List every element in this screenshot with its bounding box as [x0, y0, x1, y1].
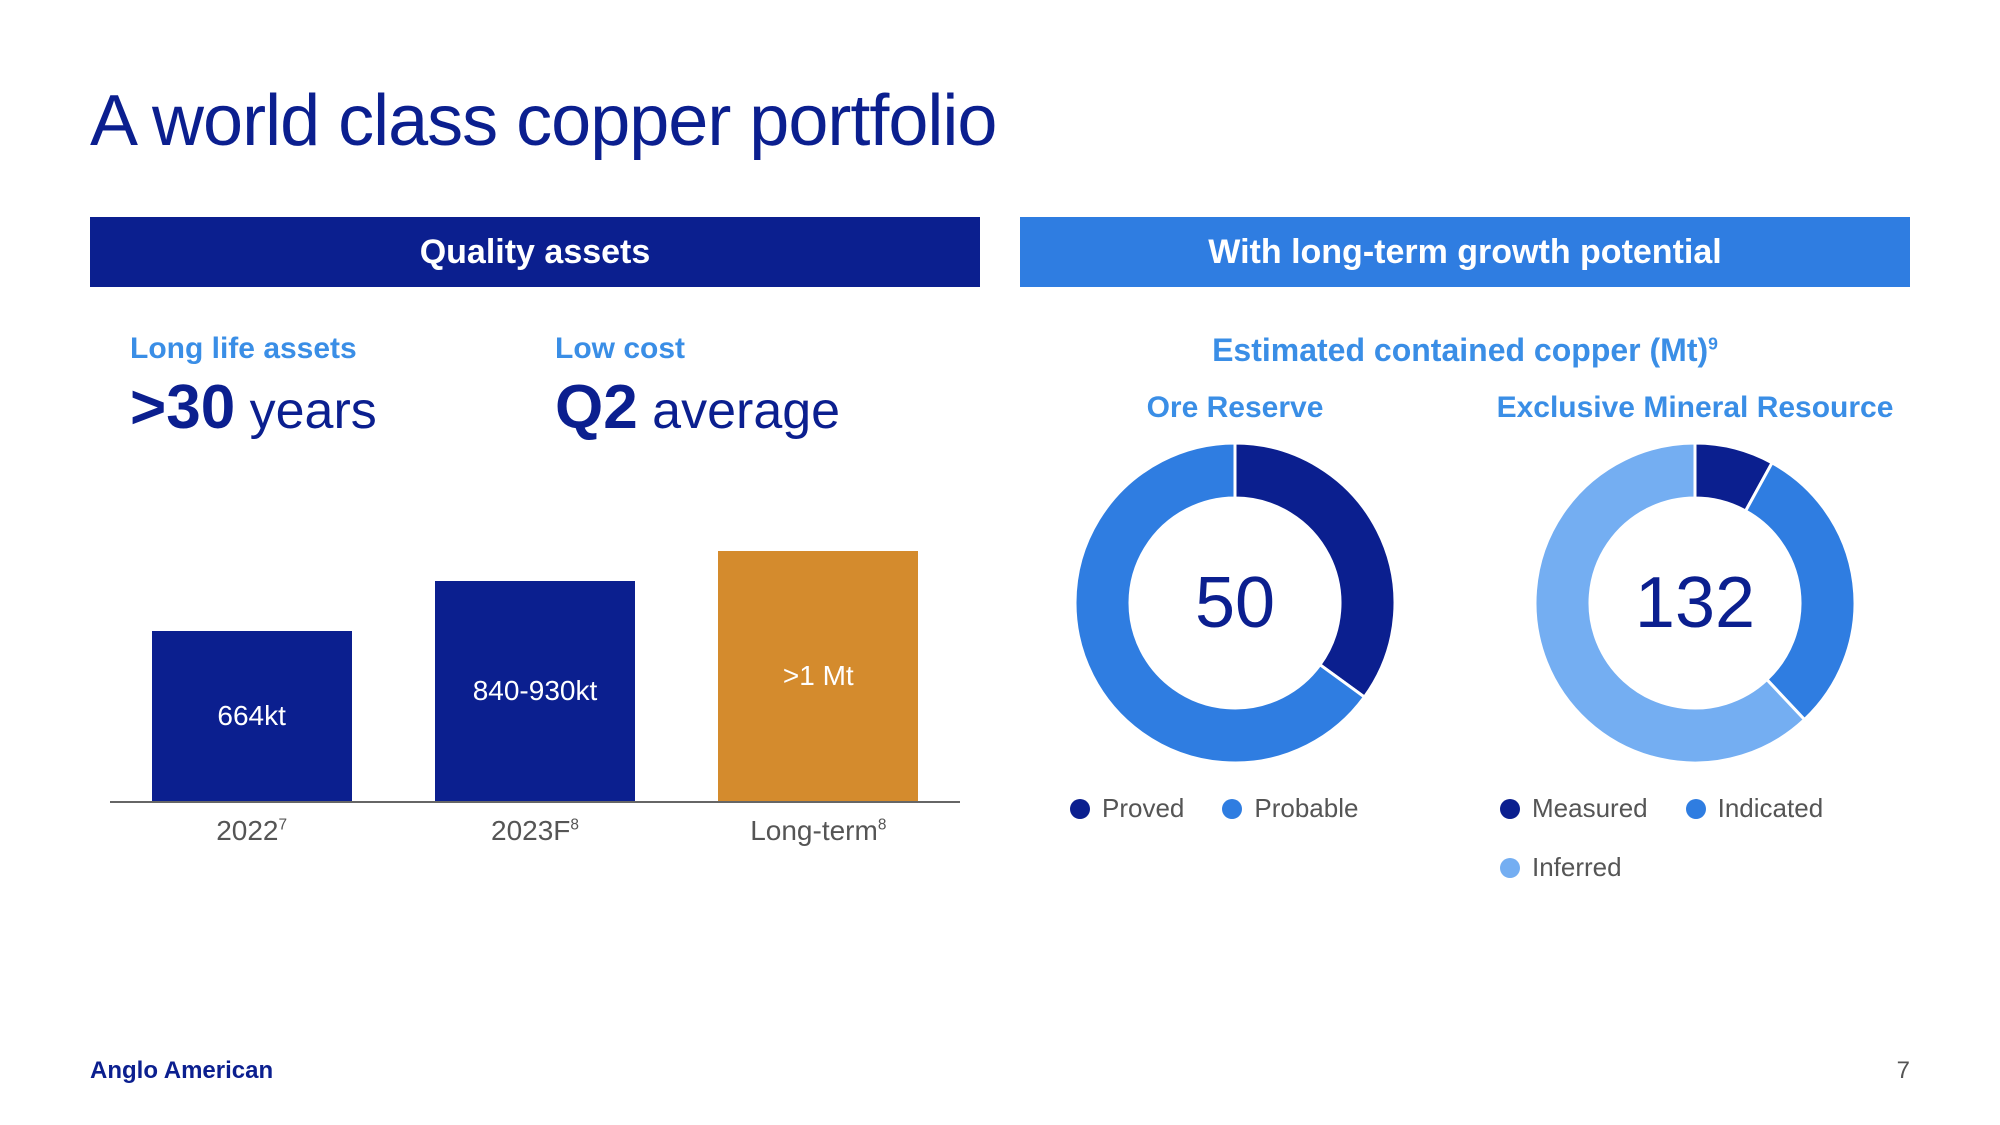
legend-dot-icon — [1222, 799, 1242, 819]
legend-label: Probable — [1254, 793, 1358, 824]
subhead-sup: 9 — [1708, 333, 1718, 353]
growth-banner: With long-term growth potential — [1020, 217, 1910, 287]
stat-label: Long life assets — [130, 332, 515, 366]
subhead-text: Estimated contained copper (Mt) — [1212, 332, 1708, 368]
mineral-resource-block: Exclusive Mineral Resource 132 — [1480, 391, 1910, 763]
ore-reserve-legend: Proved Probable — [1050, 793, 1450, 824]
bar-xlabel: 20227 — [152, 815, 352, 847]
legend-item: Indicated — [1686, 793, 1824, 824]
legend-dot-icon — [1070, 799, 1090, 819]
stat-long-life: Long life assets >30 years — [130, 332, 515, 443]
page-title: A world class copper portfolio — [90, 80, 1910, 162]
stat-low-cost: Low cost Q2 average — [555, 332, 940, 443]
stat-value: Q2 average — [555, 372, 940, 443]
stat-big: >30 — [130, 373, 235, 442]
legend-dot-icon — [1500, 799, 1520, 819]
legend-item: Measured — [1500, 793, 1648, 824]
mineral-resource-legend: Measured Indicated Inferred — [1480, 793, 1880, 883]
stat-unit: average — [652, 382, 840, 440]
production-barchart: 664kt 840-930kt >1 Mt 20227 2023F8 Long-term… — [90, 543, 980, 847]
copper-subhead: Estimated contained copper (Mt)9 — [1020, 332, 1910, 369]
bar: 664kt — [152, 631, 352, 801]
bar: 840-930kt — [435, 581, 635, 801]
left-column: Quality assets Long life assets >30 year… — [90, 217, 980, 883]
right-column: With long-term growth potential Estimate… — [1020, 217, 1910, 883]
donut-center-value: 132 — [1535, 443, 1855, 763]
bar-xlabel: Long-term8 — [718, 815, 918, 847]
legend-label: Inferred — [1532, 852, 1622, 883]
stat-value: >30 years — [130, 372, 515, 443]
page-number: 7 — [1897, 1057, 1910, 1085]
legend-label: Indicated — [1718, 793, 1824, 824]
legend-item: Probable — [1222, 793, 1358, 824]
legend-label: Measured — [1532, 793, 1648, 824]
legend-item: Proved — [1070, 793, 1184, 824]
quality-assets-banner: Quality assets — [90, 217, 980, 287]
legend-item: Inferred — [1500, 852, 1622, 883]
bar-xlabel: 2023F8 — [435, 815, 635, 847]
legend-dot-icon — [1686, 799, 1706, 819]
legend-dot-icon — [1500, 858, 1520, 878]
stat-unit: years — [250, 382, 377, 440]
donut-title: Ore Reserve — [1020, 391, 1450, 425]
brand-footer: Anglo American — [90, 1057, 273, 1085]
donut-center-value: 50 — [1075, 443, 1395, 763]
stat-big: Q2 — [555, 373, 638, 442]
stat-label: Low cost — [555, 332, 940, 366]
legend-label: Proved — [1102, 793, 1184, 824]
bar: >1 Mt — [718, 551, 918, 801]
donut-title: Exclusive Mineral Resource — [1480, 391, 1910, 425]
ore-reserve-block: Ore Reserve 50 — [1020, 391, 1450, 763]
